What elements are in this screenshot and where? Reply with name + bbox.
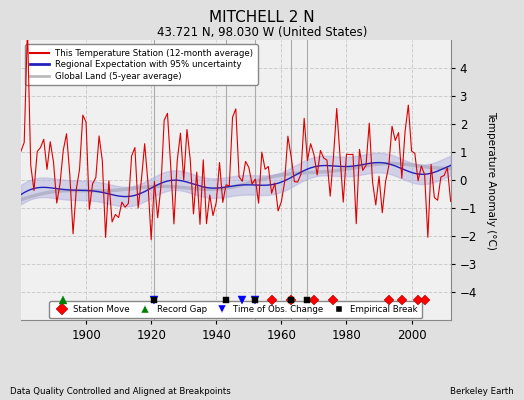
Y-axis label: Temperature Anomaly (°C): Temperature Anomaly (°C) (486, 110, 496, 250)
Text: Data Quality Controlled and Aligned at Breakpoints: Data Quality Controlled and Aligned at B… (10, 387, 231, 396)
Text: 43.721 N, 98.030 W (United States): 43.721 N, 98.030 W (United States) (157, 26, 367, 39)
Legend: Station Move, Record Gap, Time of Obs. Change, Empirical Break: Station Move, Record Gap, Time of Obs. C… (49, 301, 422, 318)
Text: Berkeley Earth: Berkeley Earth (450, 387, 514, 396)
Text: MITCHELL 2 N: MITCHELL 2 N (209, 10, 315, 25)
